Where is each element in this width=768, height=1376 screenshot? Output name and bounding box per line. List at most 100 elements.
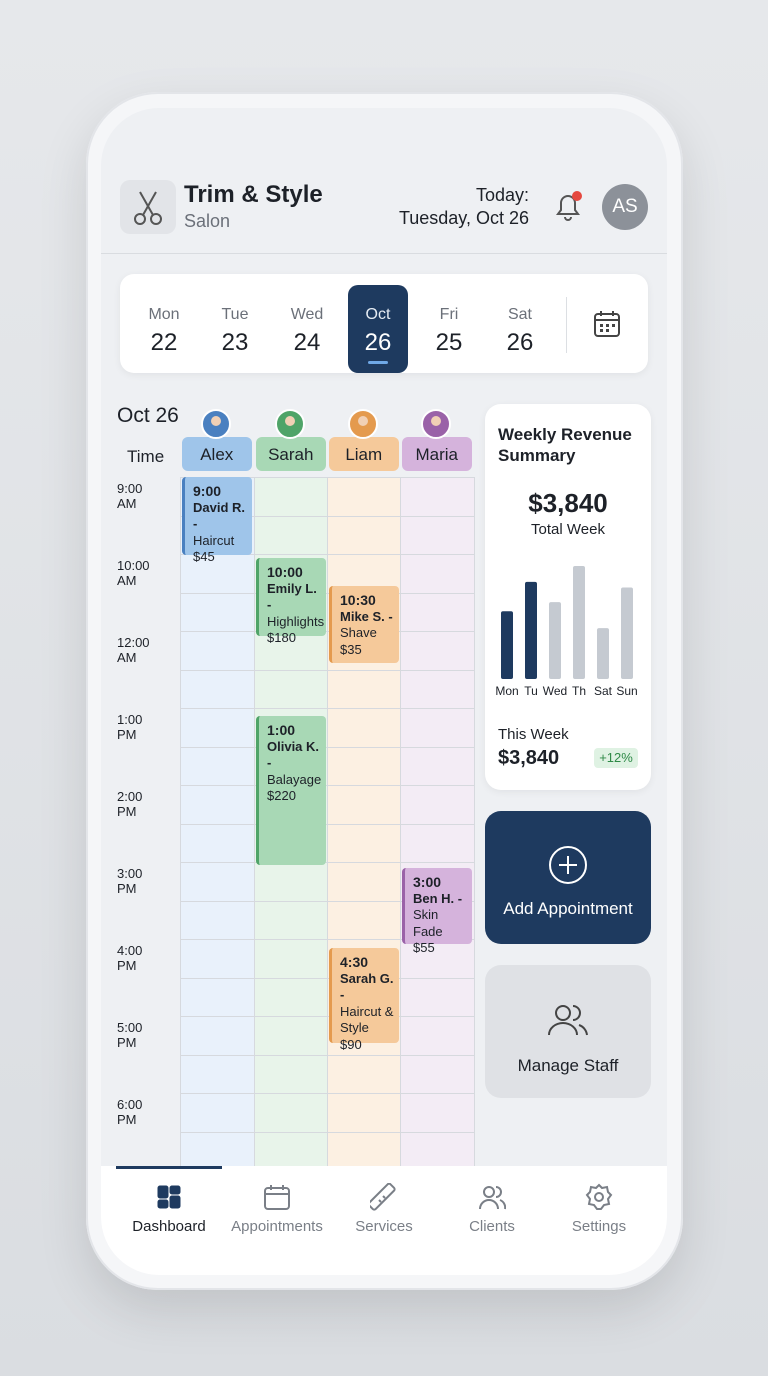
staff-pill[interactable]: Sarah: [256, 437, 326, 471]
revenue-bar-label: Tu: [524, 684, 538, 698]
day-name[interactable]: Mon: [148, 306, 180, 323]
staff-column: [180, 477, 254, 1166]
day-number[interactable]: 23: [221, 329, 249, 356]
grid-col-line: [327, 477, 328, 1166]
nav-icon[interactable]: [585, 1183, 613, 1211]
grid-col-line: [180, 477, 181, 1166]
appointment-service: Skin Fade: [413, 907, 443, 939]
revenue-total: $3,840: [528, 488, 608, 518]
selected-day[interactable]: [348, 285, 408, 373]
day-number[interactable]: 24: [293, 329, 321, 356]
day-name[interactable]: Sat: [507, 306, 532, 323]
period-value: $3,840: [498, 747, 560, 769]
nav-icon[interactable]: [478, 1183, 506, 1211]
staff-pill[interactable]: Alex: [182, 437, 252, 471]
appointment-client: David R. -: [193, 499, 246, 532]
day-number[interactable]: 26: [506, 329, 534, 356]
appointment-service: Haircut & Style: [340, 1003, 394, 1036]
nav-label[interactable]: Appointments: [231, 1218, 323, 1235]
appointment-card[interactable]: 3:00 Ben H. - Skin Fade $55: [402, 868, 472, 955]
revenue-bar: [501, 611, 513, 679]
time-label: 6:00 PM: [117, 1097, 143, 1127]
notifications[interactable]: [550, 188, 586, 224]
nav-label[interactable]: Dashboard: [132, 1218, 206, 1235]
appointment-client: Emily L. -: [267, 580, 317, 613]
appointment-card[interactable]: 10:00 Emily L. - Highlights $180: [256, 558, 326, 645]
today-label: Today:: [475, 185, 529, 205]
notification-dot: [572, 191, 582, 201]
day-name[interactable]: Wed: [290, 306, 324, 323]
appointment-price: $90: [340, 1036, 362, 1052]
nav-label[interactable]: Services: [355, 1218, 413, 1235]
avatar-face: [431, 416, 441, 426]
day-name: Oct: [365, 306, 391, 323]
nav-icon[interactable]: [370, 1183, 398, 1211]
staff-pill[interactable]: Liam: [329, 437, 399, 471]
icon-shape: [483, 1186, 495, 1198]
grid-col-line: [474, 477, 475, 1166]
appointment-client: Mike S. -: [340, 608, 393, 624]
day-name[interactable]: Tue: [221, 306, 249, 323]
grid-col-line: [400, 477, 401, 1166]
revenue-total-label: Total Week: [531, 521, 605, 538]
header-divider: [101, 253, 667, 254]
nav-icon[interactable]: [263, 1183, 291, 1211]
time-label: 3:00 PM: [117, 866, 143, 896]
nav-label[interactable]: Settings: [571, 1218, 627, 1235]
manage-staff-button[interactable]: Manage Staff: [485, 965, 651, 1098]
avatar-face: [211, 416, 221, 426]
appointment-price: $55: [413, 940, 435, 955]
icon-shape: [378, 1199, 382, 1203]
appointment-card[interactable]: 9:00 David R. - Haircut $45: [182, 477, 252, 564]
day-number[interactable]: 22: [150, 329, 178, 356]
day-number[interactable]: 25: [435, 329, 463, 356]
staff-avatar: [275, 409, 305, 439]
revenue-bar-label: Mon: [495, 684, 518, 698]
user-avatar[interactable]: AS: [602, 184, 648, 230]
bell-clapper: [564, 216, 572, 221]
icon-shape: [479, 1199, 499, 1210]
icon-shape: [370, 1183, 396, 1211]
appointment-client: Sarah G. -: [340, 970, 394, 1003]
plus-icon: [549, 846, 587, 884]
nav-label[interactable]: Clients: [469, 1218, 515, 1235]
revenue-bar-label: Wed: [543, 684, 567, 698]
icon-shape: [382, 1195, 386, 1199]
bottom-nav: [101, 1166, 667, 1275]
appointment-time: 10:00: [267, 564, 303, 580]
logo: [120, 180, 176, 234]
time-label: 1:00 PM: [117, 712, 143, 742]
today-date: Tuesday, Oct 26: [398, 208, 529, 228]
icon-shape: [499, 1199, 506, 1210]
revenue-bar-label: Sun: [616, 684, 637, 698]
appointment-card[interactable]: 4:30 Sarah G. - Haircut & Style $90: [329, 948, 399, 1052]
app-subtitle: Salon: [184, 211, 231, 231]
appointment-price: $45: [193, 549, 215, 564]
revenue-bar: [621, 587, 633, 679]
icon-shape: [169, 1185, 181, 1195]
add-appointment-button[interactable]: Add Appointment: [485, 811, 651, 944]
appointment-time: 4:30: [340, 954, 369, 970]
bell-icon: [556, 195, 580, 215]
time-label: 10:00 AM: [117, 558, 150, 588]
grid-col-line: [254, 477, 255, 1166]
appointment-service: Haircut: [193, 532, 235, 548]
nav-icon[interactable]: [155, 1183, 183, 1211]
avatar-face: [358, 416, 368, 426]
appointment-price: $180: [267, 630, 296, 645]
appointment-client: Olivia K. -: [267, 738, 320, 771]
appointment-card[interactable]: 10:30 Mike S. - Shave $35: [329, 586, 399, 663]
icon-shape: [479, 1186, 506, 1210]
appointment-card[interactable]: 1:00 Olivia K. - Balayage $220: [256, 716, 326, 865]
icon-shape: [594, 1192, 604, 1202]
icon-shape: [495, 1186, 502, 1198]
schedule-date: Oct 26: [117, 404, 179, 427]
day-name[interactable]: Fri: [439, 306, 459, 323]
staff-pill[interactable]: Maria: [402, 437, 472, 471]
calendar-button[interactable]: [592, 309, 622, 339]
icon-shape: [157, 1185, 169, 1199]
change-badge: +12%: [594, 748, 638, 768]
icon-shape: [370, 1183, 396, 1211]
app-name: Trim & Style: [184, 181, 323, 208]
